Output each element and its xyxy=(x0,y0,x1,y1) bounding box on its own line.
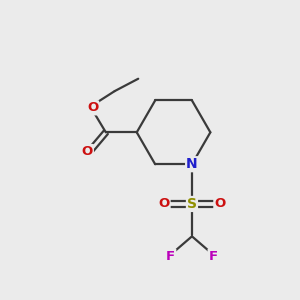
Text: S: S xyxy=(187,197,197,211)
Text: O: O xyxy=(158,197,169,211)
Text: O: O xyxy=(82,145,93,158)
Text: F: F xyxy=(208,250,218,262)
Text: O: O xyxy=(87,101,98,114)
Text: O: O xyxy=(214,197,226,211)
Text: N: N xyxy=(186,157,198,171)
Text: F: F xyxy=(166,250,175,262)
